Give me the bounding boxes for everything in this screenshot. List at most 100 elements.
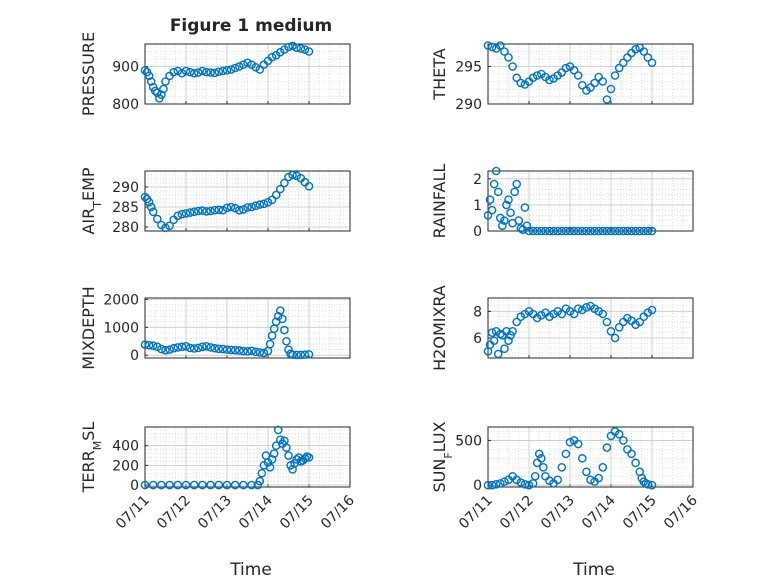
- data-point: [304, 453, 314, 462]
- data-point: [280, 178, 289, 188]
- y-axis-label: RAINFALL: [430, 164, 449, 239]
- data-point: [586, 475, 595, 485]
- data-point: [304, 350, 314, 359]
- data-point: [573, 304, 583, 313]
- data-point: [292, 350, 302, 360]
- subplot-8: 07/11 07/12 07/13 07/14 07/15 07/16 0 500SUNFLU…: [430, 421, 701, 532]
- data-point: [173, 211, 183, 221]
- data-point: [495, 41, 505, 50]
- data-point: [561, 226, 571, 236]
- data-point: [210, 68, 219, 78]
- data-point: [606, 327, 616, 336]
- data-point: [202, 341, 211, 351]
- data-point: [257, 468, 267, 478]
- data-point: [146, 77, 156, 86]
- data-point: [627, 226, 636, 236]
- data-point: [161, 77, 170, 86]
- data-point: [239, 480, 248, 490]
- data-point: [606, 84, 616, 94]
- data-point: [230, 203, 240, 213]
- data-point: [148, 480, 158, 490]
- data-point: [500, 216, 509, 225]
- data-point: [557, 462, 567, 472]
- data-point: [288, 350, 297, 359]
- data-point: [278, 314, 287, 324]
- data-point: [506, 208, 515, 218]
- data-point: [631, 226, 640, 236]
- data-point: [239, 205, 248, 214]
- subplot-5: 0 1000 2000 MIXDEPTH: [79, 286, 351, 370]
- data-point: [169, 67, 178, 77]
- data-point: [247, 346, 256, 356]
- data-point: [222, 65, 232, 75]
- data-point: [284, 42, 293, 52]
- data-point: [292, 43, 302, 53]
- data-point: [284, 172, 293, 182]
- data-point: [222, 203, 232, 213]
- data-point: [198, 206, 207, 215]
- data-point: [300, 350, 310, 359]
- data-point: [152, 214, 162, 224]
- data-point: [273, 425, 283, 435]
- data-point: [214, 205, 224, 215]
- data-point: [502, 200, 511, 210]
- data-point: [206, 343, 215, 352]
- data-point: [487, 205, 497, 215]
- data-point: [643, 480, 653, 489]
- data-point: [549, 226, 558, 236]
- data-point: [239, 60, 248, 69]
- x-axis-label-right: Time: [572, 560, 615, 580]
- data-point: [165, 480, 174, 490]
- data-point: [185, 208, 195, 217]
- data-point: [226, 65, 236, 74]
- y-tick-label: 0: [130, 478, 139, 494]
- data-point: [614, 63, 624, 73]
- y-tick-label: 290: [455, 97, 482, 113]
- data-point: [512, 317, 522, 327]
- data-point: [598, 77, 608, 86]
- data-point: [602, 317, 612, 327]
- data-point: [243, 203, 252, 212]
- data-point: [627, 449, 636, 459]
- data-point: [177, 68, 187, 78]
- axes-box: [144, 426, 351, 488]
- data-point: [157, 344, 166, 354]
- data-point: [643, 53, 653, 62]
- data-point: [582, 303, 591, 312]
- y-axis-label: MIXDEPTH: [79, 286, 98, 369]
- data-point: [198, 480, 207, 490]
- data-point: [578, 226, 587, 236]
- data-point: [152, 88, 162, 98]
- data-point: [500, 47, 509, 56]
- data-point: [483, 211, 493, 220]
- y-tick-label: 295: [455, 60, 482, 76]
- y-axis-label: SUNFLUX: [430, 421, 455, 492]
- subplot-4: 0 1 2 RAINFALL: [430, 164, 694, 240]
- data-point: [487, 42, 497, 52]
- data-point: [267, 52, 277, 62]
- data-point: [619, 436, 628, 445]
- y-tick-label: 900: [112, 60, 139, 76]
- data-point: [288, 170, 297, 180]
- data-point: [243, 347, 252, 356]
- x-tick-label: 07/11: [113, 493, 153, 533]
- data-point: [259, 348, 269, 358]
- data-point: [185, 67, 195, 77]
- data-point: [265, 339, 275, 349]
- data-point: [561, 449, 571, 459]
- data-point: [230, 63, 240, 73]
- data-point: [643, 226, 653, 236]
- x-tick-label: 07/12: [154, 493, 194, 533]
- y-tick-label: 0: [473, 224, 482, 240]
- data-point: [500, 344, 509, 353]
- data-point: [234, 205, 244, 215]
- data-point: [635, 317, 645, 327]
- data-point: [148, 341, 158, 351]
- data-point: [582, 226, 591, 236]
- data-point: [206, 480, 215, 490]
- data-point: [483, 480, 493, 490]
- y-tick-label: 1000: [103, 320, 139, 336]
- data-point: [140, 192, 150, 202]
- data-point: [602, 95, 612, 104]
